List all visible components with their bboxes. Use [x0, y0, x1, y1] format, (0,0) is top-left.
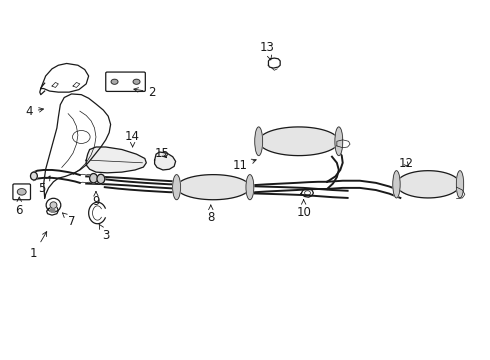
Text: 7: 7	[62, 213, 75, 228]
Text: 3: 3	[99, 224, 109, 242]
Ellipse shape	[246, 175, 254, 200]
Text: 15: 15	[154, 147, 170, 159]
Ellipse shape	[335, 127, 343, 156]
Polygon shape	[177, 175, 250, 200]
Text: 5: 5	[39, 176, 50, 195]
Text: 4: 4	[25, 105, 44, 118]
Text: 11: 11	[233, 159, 256, 172]
Circle shape	[17, 189, 26, 195]
Ellipse shape	[456, 171, 464, 198]
Circle shape	[50, 209, 55, 212]
Text: 8: 8	[207, 205, 215, 224]
Ellipse shape	[393, 171, 400, 198]
Text: 9: 9	[92, 192, 100, 208]
Ellipse shape	[90, 174, 98, 183]
Text: 2: 2	[134, 86, 156, 99]
Ellipse shape	[255, 127, 263, 156]
Polygon shape	[86, 147, 147, 173]
Polygon shape	[259, 127, 339, 156]
Polygon shape	[155, 152, 175, 170]
Text: 10: 10	[296, 200, 311, 219]
Text: 13: 13	[260, 41, 274, 60]
Circle shape	[111, 79, 118, 84]
Ellipse shape	[172, 175, 180, 200]
Polygon shape	[396, 171, 460, 198]
Text: 1: 1	[30, 231, 47, 260]
Ellipse shape	[30, 172, 37, 180]
Text: 6: 6	[16, 197, 23, 217]
Text: 12: 12	[399, 157, 414, 170]
Circle shape	[133, 79, 140, 84]
Ellipse shape	[50, 202, 57, 208]
Text: 14: 14	[125, 130, 140, 147]
Ellipse shape	[97, 174, 105, 184]
